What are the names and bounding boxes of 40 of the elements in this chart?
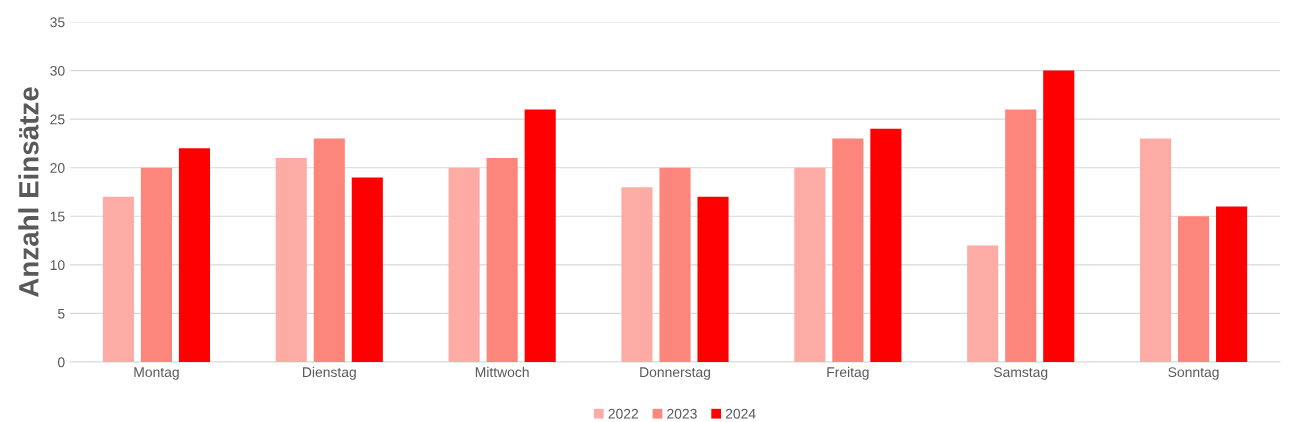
bar [178, 148, 211, 362]
y-tick-label: 30 [50, 65, 65, 76]
bar [1216, 206, 1248, 362]
bar [1139, 138, 1172, 362]
x-tick-label: Mittwoch [475, 366, 529, 378]
legend-label: 2023 [667, 408, 697, 419]
bar [140, 167, 172, 362]
bar [313, 138, 345, 362]
bar [967, 245, 999, 362]
y-tick-label: 10 [50, 260, 65, 271]
x-tick-label: Dienstag [303, 366, 356, 380]
bar [621, 187, 653, 362]
bar [275, 158, 307, 362]
y-axis-title: Anzahl Einsätze [18, 87, 39, 298]
legend-label: 2022 [608, 408, 639, 419]
y-tick-label: 15 [50, 211, 65, 222]
y-tick-label: 35 [50, 17, 65, 28]
y-tick-label: 25 [50, 114, 65, 125]
x-tick-label: Freitag [827, 366, 869, 380]
x-tick-label: Montag [134, 367, 179, 380]
y-tick-label: 0 [57, 357, 65, 368]
bar [870, 128, 902, 362]
bar [1043, 70, 1075, 362]
legend-label: 2024 [725, 408, 756, 419]
bar [524, 109, 556, 362]
y-tick-label: 5 [57, 308, 65, 319]
bar [1178, 216, 1210, 362]
x-tick-label: Samstag [993, 367, 1048, 380]
bar [794, 167, 826, 362]
bar [448, 167, 480, 362]
x-tick-label: Donnerstag [640, 367, 711, 380]
bar [832, 138, 864, 362]
y-tick-label: 20 [50, 163, 65, 173]
bar [102, 196, 134, 362]
bar [486, 158, 518, 362]
x-tick-label: Sonntag [1168, 367, 1219, 380]
bar [1005, 109, 1037, 362]
bar [697, 196, 729, 362]
bar [351, 177, 383, 362]
bar [659, 167, 691, 362]
